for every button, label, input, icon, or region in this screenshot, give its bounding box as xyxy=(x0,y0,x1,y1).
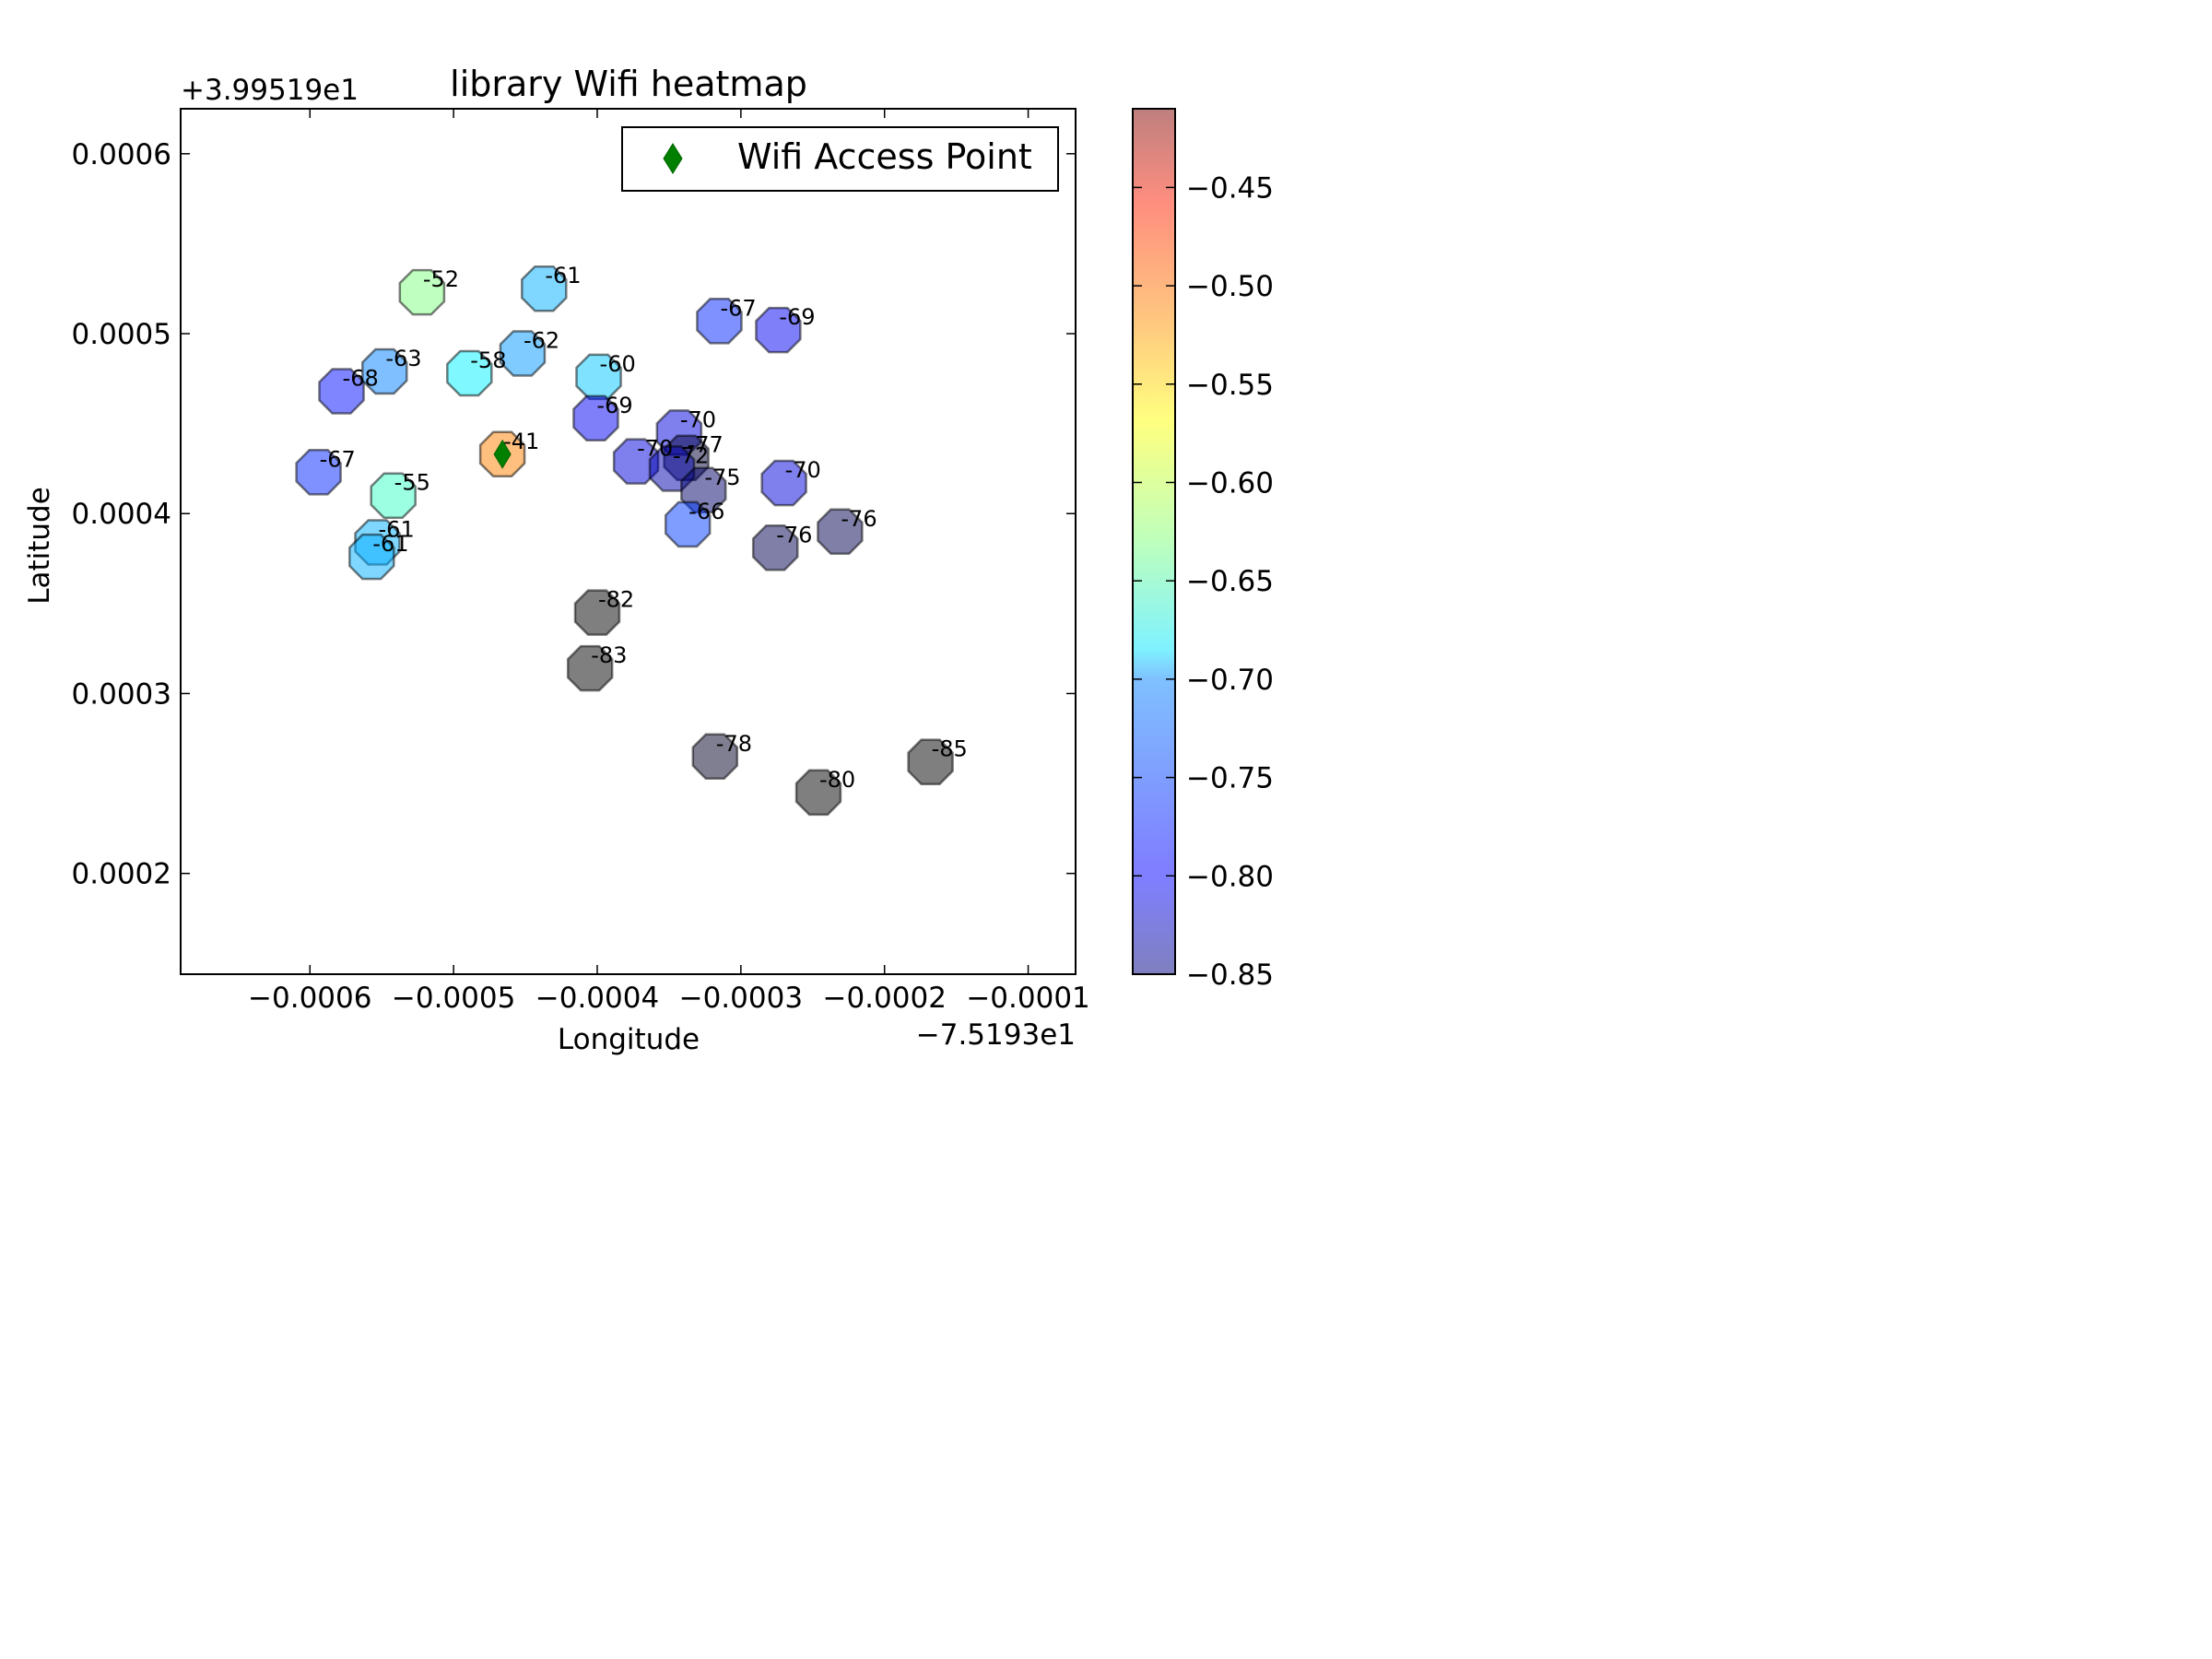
y-offset-text: +3.99519e1 xyxy=(181,74,359,107)
data-point-label: -70 xyxy=(637,436,673,462)
data-point xyxy=(446,349,493,397)
data-point-label: -70 xyxy=(785,457,821,483)
colorbar-tick-label: −0.45 xyxy=(1186,171,1274,205)
colorbar-tick-label: −0.60 xyxy=(1186,466,1274,500)
data-point-label: -70 xyxy=(680,406,716,432)
legend-diamond-marker xyxy=(663,143,683,174)
data-point-label: -82 xyxy=(598,587,634,613)
chart: library Wifi heatmap +3.99519e1 −7.5193e… xyxy=(23,64,1274,1056)
colorbar-tick-label: −0.85 xyxy=(1186,959,1274,992)
data-point-label: -66 xyxy=(688,499,724,524)
data-points xyxy=(295,265,954,817)
data-point xyxy=(370,472,417,519)
data-point xyxy=(499,330,547,377)
data-point xyxy=(760,459,807,507)
data-point-label: -68 xyxy=(343,365,379,391)
data-point xyxy=(664,500,712,548)
colorbar-frame xyxy=(1132,108,1176,975)
data-point-label: -75 xyxy=(704,465,740,490)
data-point-label: -85 xyxy=(932,736,968,762)
data-point-label: -76 xyxy=(841,506,877,532)
y-axis-ticks: 0.0002 0.0003 0.0004 0.0005 0.0006 xyxy=(72,138,1076,891)
x-axis-ticks: −0.0006 −0.0005 −0.0004 −0.0003 −0.0002 −0.00… xyxy=(248,109,1090,1015)
data-point xyxy=(566,644,614,692)
chart-title: library Wifi heatmap xyxy=(450,64,807,104)
colorbar-tick-label: −0.80 xyxy=(1186,860,1274,893)
legend: Wifi Access Point xyxy=(621,126,1059,192)
y-tick-label: 0.0003 xyxy=(72,677,171,711)
x-tick-label: −0.0006 xyxy=(248,982,371,1015)
colorbar-tick-label: −0.70 xyxy=(1186,664,1274,697)
data-point-label: -67 xyxy=(320,446,356,472)
y-tick-label: 0.0002 xyxy=(72,858,171,891)
data-point-label: -72 xyxy=(673,442,709,468)
data-point xyxy=(696,298,743,345)
data-point xyxy=(572,394,619,442)
data-point-label: -83 xyxy=(591,642,627,668)
data-point-label: -63 xyxy=(385,346,421,371)
data-point xyxy=(318,368,365,415)
data-point-label: -61 xyxy=(372,531,408,557)
x-tick-label: −0.0004 xyxy=(535,982,659,1015)
x-offset-text: −7.5193e1 xyxy=(916,1018,1076,1052)
colorbar-tick-label: −0.75 xyxy=(1186,762,1274,795)
data-point xyxy=(361,347,408,395)
x-tick-label: −0.0005 xyxy=(392,982,515,1015)
access-point-marker xyxy=(493,439,512,469)
data-point-label: -58 xyxy=(470,347,506,373)
data-point-label: -78 xyxy=(716,731,752,757)
colorbar-tick-label: −0.65 xyxy=(1186,565,1274,598)
plot-frame xyxy=(180,108,1077,975)
data-point-label: -69 xyxy=(596,393,632,418)
y-tick-label: 0.0004 xyxy=(72,498,171,531)
colorbar-gradient xyxy=(1133,109,1175,974)
y-axis-label: Latitude xyxy=(23,487,56,605)
data-point-label: -60 xyxy=(600,351,636,377)
data-point-label: -80 xyxy=(819,767,855,793)
access-point-layer xyxy=(493,439,512,469)
data-point xyxy=(794,769,842,817)
data-point-label: -69 xyxy=(779,304,815,330)
data-point xyxy=(907,738,954,785)
data-point xyxy=(817,508,864,556)
legend-label: Wifi Access Point xyxy=(737,136,1032,177)
data-point-label: -76 xyxy=(776,522,812,547)
y-tick-label: 0.0006 xyxy=(72,138,171,171)
y-tick-label: 0.0005 xyxy=(72,318,171,351)
data-point-label: -77 xyxy=(688,432,724,458)
colorbar-tick-label: −0.55 xyxy=(1186,369,1274,402)
x-tick-label: −0.0002 xyxy=(822,982,946,1015)
colorbar: −0.45 −0.50 −0.55 −0.60 −0.65 −0.70 −0.75 −0.80… xyxy=(1132,108,1274,992)
data-point-label: -61 xyxy=(379,516,415,542)
data-point-label: -55 xyxy=(394,470,430,496)
data-point xyxy=(348,533,395,581)
data-point xyxy=(398,268,446,316)
x-axis-label: Longitude xyxy=(558,1023,700,1056)
colorbar-ticks: −0.45 −0.50 −0.55 −0.60 −0.65 −0.70 −0.75 −0.80… xyxy=(1133,171,1274,992)
colorbar-tick-label: −0.50 xyxy=(1186,270,1274,303)
x-tick-label: −0.0001 xyxy=(966,982,1089,1015)
plot-area xyxy=(181,109,1076,974)
data-point xyxy=(751,524,799,571)
data-point-label: -61 xyxy=(545,263,581,288)
data-point-label: -41 xyxy=(503,429,539,454)
data-point-label: -52 xyxy=(423,266,459,292)
data-point xyxy=(612,438,660,485)
data-point xyxy=(573,589,621,636)
x-tick-label: −0.0003 xyxy=(679,982,803,1015)
data-labels: -52 -61-67 -69-62-63 -58 -60-68-69-70-41 -70-… xyxy=(320,263,968,793)
data-point xyxy=(755,306,802,354)
legend-box xyxy=(621,126,1059,192)
data-point-label: -67 xyxy=(720,295,756,321)
data-point xyxy=(691,733,739,781)
data-point xyxy=(295,449,342,496)
data-point-label: -62 xyxy=(524,327,559,353)
data-point xyxy=(521,265,568,312)
